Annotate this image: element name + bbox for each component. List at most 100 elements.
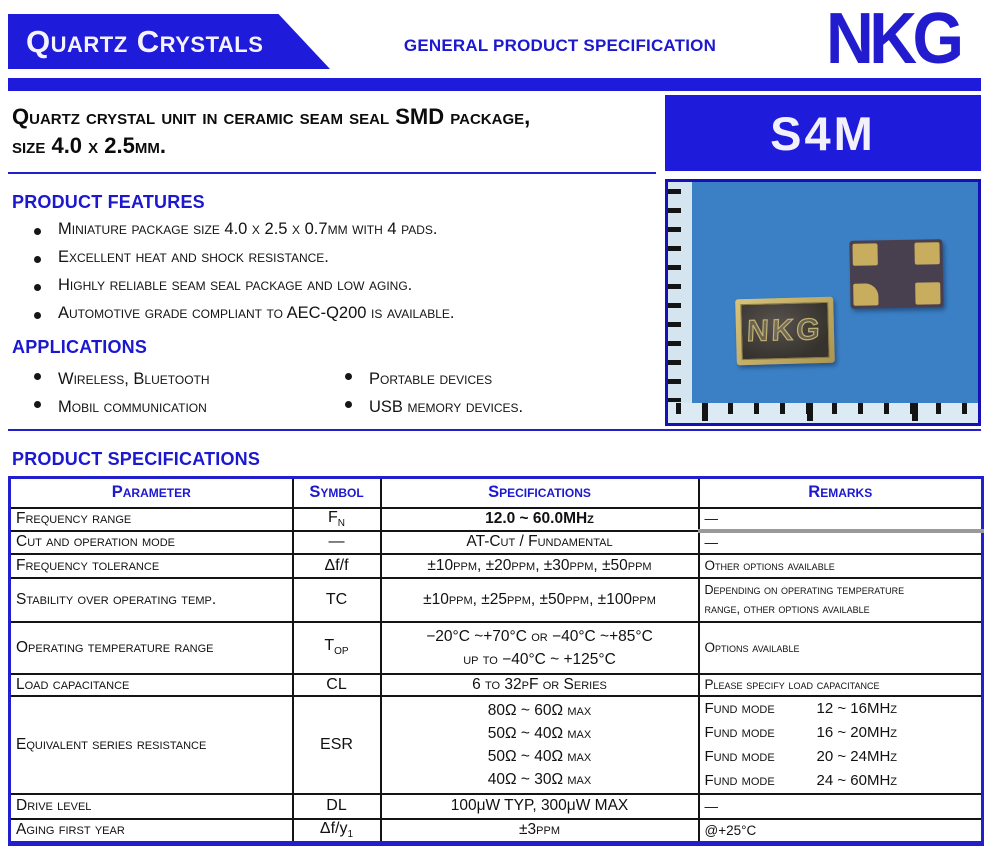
bullet-icon (34, 400, 41, 408)
table-row: Load capacitance CL 6 to 32pF or Series … (8, 672, 984, 697)
list-item: Wireless, Bluetooth (34, 366, 345, 392)
remarks-cell: — (697, 792, 984, 820)
page-title: Quartz crystal unit in ceramic seam seal… (12, 102, 656, 160)
column-header-symbol: Symbol (291, 476, 382, 509)
parameter-cell: Frequency range (8, 506, 294, 532)
remarks-cell: Fund mode 12 ~ 16MHz Fund mode 16 ~ 20MHz … (697, 694, 984, 795)
table-row: Operating temperature range TOP −20°C ~+… (8, 620, 984, 675)
table-header-row: Parameter Symbol Specifications Remarks (8, 476, 984, 509)
crystal-bottom-view (849, 239, 944, 309)
model-name: S4M (770, 106, 876, 160)
list-item: Portable devices (345, 366, 654, 392)
spec-cell: ±10ppm, ±20ppm, ±30ppm, ±50ppm (379, 552, 700, 579)
applications-heading: APPLICATIONS (12, 337, 148, 357)
bullet-icon (34, 372, 41, 380)
specifications-table: Parameter Symbol Specifications Remarks … (8, 476, 984, 846)
spec-cell: 80Ω ~ 60Ω max 50Ω ~ 40Ω max 50Ω ~ 40Ω ma… (379, 694, 700, 795)
symbol-cell: CL (291, 672, 382, 697)
spec-cell: 100μW TYP, 300μW MAX (379, 792, 700, 820)
solder-pad (915, 282, 941, 305)
list-item: Miniature package size 4.0 x 2.5 x 0.7mm… (34, 220, 654, 248)
product-photo: NKG (665, 179, 981, 426)
spec-cell: ±10ppm, ±25ppm, ±50ppm, ±100ppm (379, 576, 700, 623)
spec-cell: 12.0 ~ 60.0MHz (379, 506, 700, 532)
solder-pad (914, 242, 940, 265)
symbol-cell: FN (291, 506, 382, 532)
banner-title: Quartz Crystals (26, 23, 264, 59)
features-list: Miniature package size 4.0 x 2.5 x 0.7mm… (34, 220, 654, 332)
features-heading: PRODUCT FEATURES (12, 192, 205, 212)
list-item: USB memory devices. (345, 394, 654, 420)
table-row: Cut and operation mode — AT-Cut / Fundam… (8, 529, 984, 555)
feature-text: Miniature package size 4.0 x 2.5 x 0.7mm… (58, 220, 438, 238)
column-header-remarks: Remarks (697, 476, 984, 509)
applications-list: Wireless, Bluetooth Portable devices Mob… (34, 366, 654, 420)
solder-pad (853, 283, 879, 306)
crystal-top-view: NKG (735, 296, 835, 366)
remarks-cell: Options available (697, 620, 984, 675)
list-item: Excellent heat and shock resistance. (34, 248, 654, 276)
bullet-icon (34, 311, 41, 319)
application-text: Portable devices (369, 369, 493, 388)
parameter-cell: Cut and operation mode (8, 529, 294, 555)
crystal-lid: NKG (740, 301, 830, 361)
list-item: Mobil communication (34, 394, 345, 420)
ruler-horizontal (668, 403, 978, 423)
remarks-cell: Please specify load capacitance (697, 672, 984, 697)
nkg-logo: NKG (826, 0, 964, 79)
parameter-cell: Stability over operating temp. (8, 576, 294, 623)
symbol-cell: Δf/y1 (291, 817, 382, 845)
column-header-parameter: Parameter (8, 476, 294, 509)
feature-text: Highly reliable seam seal package and lo… (58, 276, 413, 294)
document-subtitle: GENERAL PRODUCT SPECIFICATION (403, 36, 717, 55)
divider-line (8, 172, 656, 174)
symbol-cell: TOP (291, 620, 382, 675)
spec-cell: ±3ppm (379, 817, 700, 845)
bullet-icon (345, 372, 352, 380)
symbol-cell: Δf/f (291, 552, 382, 579)
symbol-cell: TC (291, 576, 382, 623)
table-row: Equivalent series resistance ESR 80Ω ~ 6… (8, 694, 984, 795)
feature-text: Excellent heat and shock resistance. (58, 248, 329, 266)
ruler-vertical (668, 182, 692, 403)
header-divider-bar (8, 78, 981, 91)
parameter-cell: Load capacitance (8, 672, 294, 697)
symbol-cell: — (291, 529, 382, 555)
table-row: Frequency range FN 12.0 ~ 60.0MHz — (8, 506, 984, 533)
solder-pad (852, 243, 878, 266)
table-row: Aging first year Δf/y1 ±3ppm @+25°C (8, 817, 984, 845)
remarks-cell: @+25°C (697, 817, 984, 845)
spec-cell: −20°C ~+70°C or −40°C ~+85°C up to −40°C… (379, 620, 700, 675)
table-row: Stability over operating temp. TC ±10ppm… (8, 576, 984, 623)
application-text: Wireless, Bluetooth (58, 369, 210, 388)
remarks-cell: Depending on operating temperature range… (697, 576, 984, 623)
spec-cell: AT-Cut / Fundamental (379, 529, 700, 555)
bullet-icon (34, 255, 41, 263)
parameter-cell: Frequency tolerance (8, 552, 294, 579)
page-title-line1: Quartz crystal unit in ceramic seam seal… (12, 104, 531, 129)
page-title-line2: size 4.0 x 2.5mm. (12, 133, 166, 158)
symbol-cell: DL (291, 792, 382, 820)
specifications-heading: PRODUCT SPECIFICATIONS (12, 449, 261, 469)
parameter-cell: Drive level (8, 792, 294, 820)
application-text: Mobil communication (58, 397, 207, 416)
parameter-cell: Operating temperature range (8, 620, 294, 675)
parameter-cell: Aging first year (8, 817, 294, 845)
symbol-cell: ESR (291, 694, 382, 795)
column-header-specifications: Specifications (379, 476, 700, 509)
remarks-cell: — (697, 529, 984, 555)
list-item: Highly reliable seam seal package and lo… (34, 276, 654, 304)
bullet-icon (345, 400, 352, 408)
table-row: Frequency tolerance Δf/f ±10ppm, ±20ppm,… (8, 552, 984, 579)
list-item: Automotive grade compliant to AEC-Q200 i… (34, 304, 654, 332)
application-text: USB memory devices. (369, 397, 524, 416)
bullet-icon (34, 227, 41, 235)
banner-flag: Quartz Crystals (8, 14, 330, 69)
bullet-icon (34, 283, 41, 291)
model-badge: S4M (665, 95, 981, 171)
feature-text: Automotive grade compliant to AEC-Q200 i… (58, 304, 455, 322)
divider-line (8, 429, 981, 431)
remarks-cell: Other options available (697, 552, 984, 579)
parameter-cell: Equivalent series resistance (8, 694, 294, 795)
